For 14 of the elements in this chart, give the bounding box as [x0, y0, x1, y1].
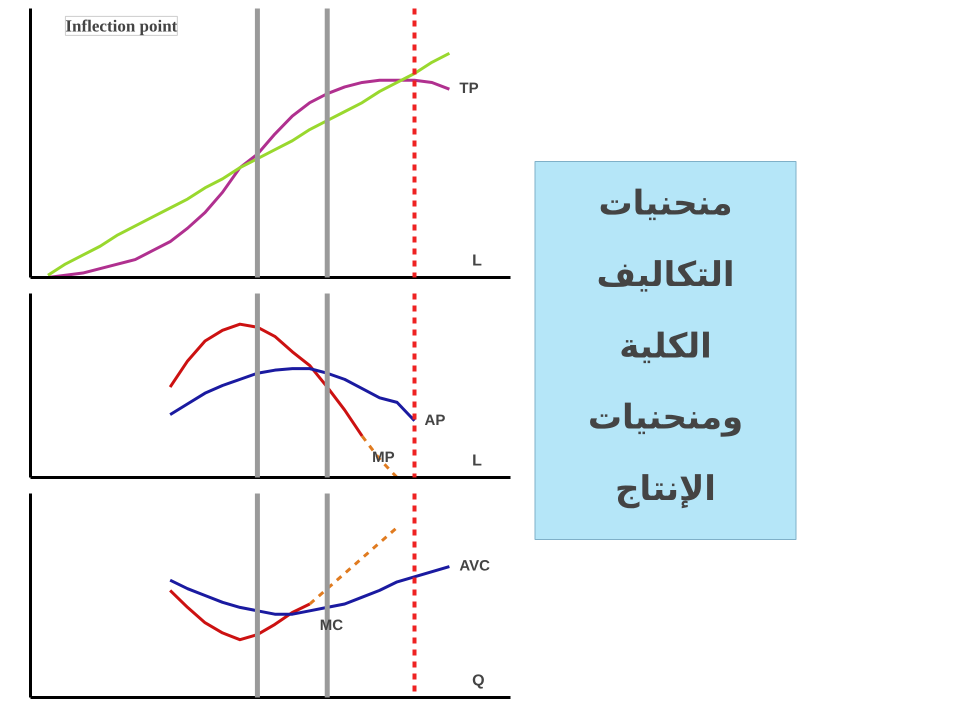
x-axis-title: L — [472, 452, 482, 470]
x-axis-title: L — [472, 252, 482, 270]
series-label: MP — [372, 449, 395, 466]
text: ومنحنيات — [588, 398, 744, 438]
series-label: TP — [459, 80, 479, 98]
text: منحنيات — [598, 184, 733, 224]
text: الإنتاج — [615, 469, 716, 510]
text: الكلية — [619, 326, 712, 366]
text: Inflection point — [65, 16, 178, 36]
text: التكاليف — [596, 254, 734, 295]
series-label: MC — [320, 617, 344, 634]
series-label: AVC — [459, 558, 490, 575]
series-label: AP — [424, 412, 446, 429]
x-axis-title: Q — [472, 672, 485, 690]
